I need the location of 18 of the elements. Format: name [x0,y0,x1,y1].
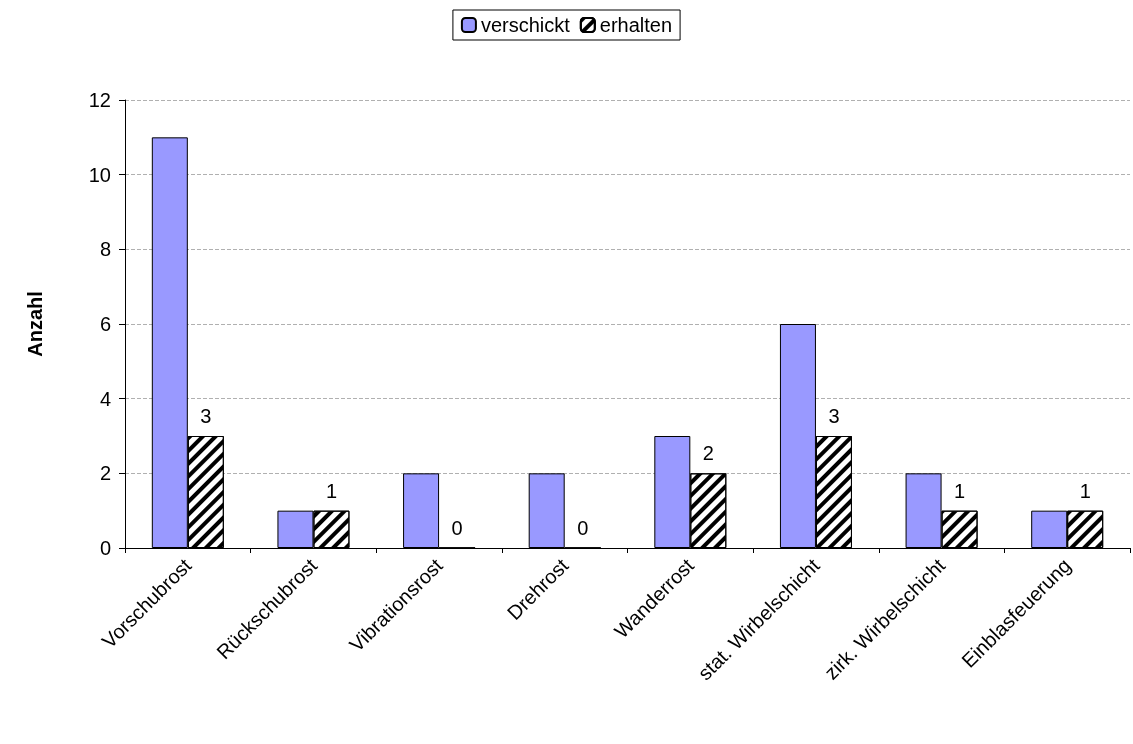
legend-label: erhalten [599,14,673,36]
data-label: 0 [451,516,463,539]
data-label: 3 [828,405,840,427]
y-tick-label: 4 [99,387,111,410]
data-label: 3 [200,405,212,427]
y-tick-label: 6 [99,313,111,335]
data-label: 1 [325,479,337,502]
data-label: 0 [577,516,589,539]
y-tick-label: 12 [88,89,111,111]
legend-label: verschickt [480,14,571,36]
y-tick-label: 2 [99,462,111,485]
y-tick-label: 8 [99,238,111,261]
y-axis-title: Anzahl [24,291,46,357]
data-label: 2 [702,442,714,465]
y-tick-label: 0 [99,537,111,559]
y-tick-label: 10 [88,163,111,186]
data-label: 1 [1079,479,1091,502]
data-label: 1 [954,479,966,502]
